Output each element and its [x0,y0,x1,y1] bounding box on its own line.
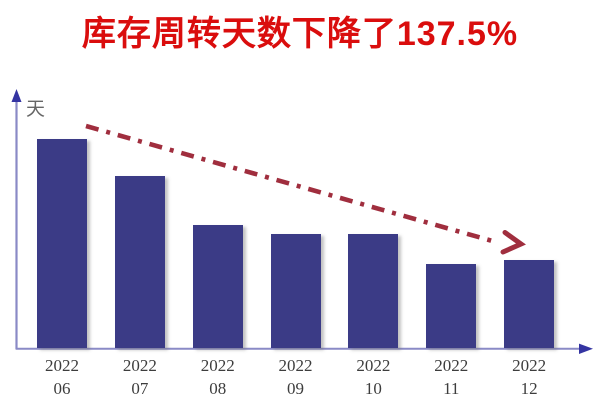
trend-arrowhead-icon [500,230,526,255]
y-axis-unit-label: 天 [26,99,46,120]
bar-2022-09 [270,233,321,348]
x-tick-label-2022-10: 2022 10 [356,356,391,398]
bar-2022-12 [504,260,555,348]
x-tick-label-2022-12: 2022 12 [512,356,547,398]
x-tick-label-2022-09: 2022 09 [278,356,313,398]
y-axis-arrowhead-icon [11,89,22,102]
x-tick-label-2022-08: 2022 08 [200,356,235,398]
chart-title: 库存周转天数下降了137.5% [81,15,519,53]
bar-2022-11 [426,264,477,348]
bar-2022-06 [37,139,87,348]
bar-2022-08 [192,224,243,348]
x-tick-label-2022-11: 2022 11 [434,356,469,398]
x-axis-arrowhead-icon [579,343,593,354]
trend-dashed-line [85,123,497,245]
bar-2022-07 [114,176,165,348]
x-tick-label-2022-07: 2022 07 [122,356,157,398]
bar-2022-10 [348,233,399,348]
x-tick-label-2022-06: 2022 06 [45,356,79,398]
